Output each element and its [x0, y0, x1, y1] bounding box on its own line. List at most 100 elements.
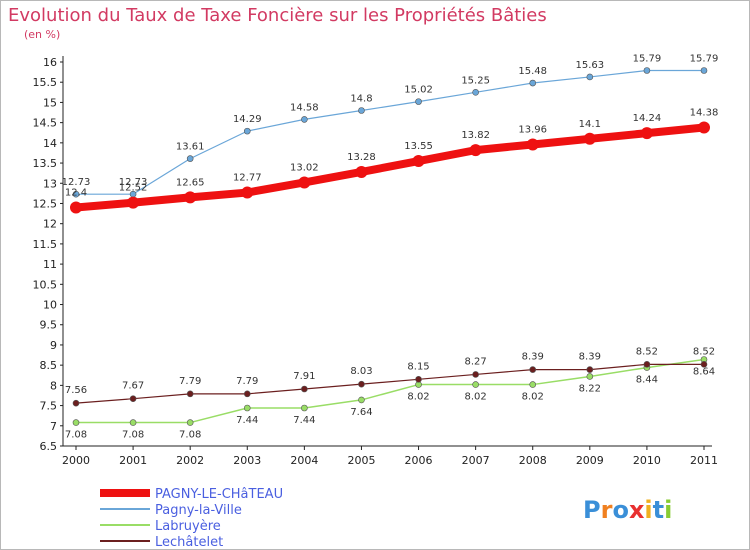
data-point	[586, 366, 594, 373]
data-label: 7.56	[65, 385, 87, 396]
data-label: 12.4	[65, 188, 87, 199]
data-point	[472, 381, 479, 388]
x-tick-label: 2011	[690, 454, 718, 467]
y-tick-label: 7.5	[40, 400, 58, 413]
data-label: 12.65	[176, 177, 205, 188]
series-line	[75, 358, 705, 424]
data-point	[583, 132, 596, 145]
data-label: 14.58	[290, 102, 319, 113]
x-tick-label: 2009	[576, 454, 604, 467]
data-point	[415, 98, 422, 105]
y-tick-label: 7	[50, 420, 57, 433]
legend-label: Lechâtelet	[155, 535, 223, 550]
legend-label: PAGNY-LE-CHâTEAU	[155, 487, 283, 502]
data-point	[586, 73, 594, 81]
data-label: 8.15	[407, 361, 429, 372]
data-label: 7.08	[122, 430, 144, 441]
data-point	[129, 395, 137, 403]
data-point	[127, 196, 140, 209]
x-tick-label: 2000	[62, 454, 90, 467]
y-tick-label: 8	[50, 379, 57, 392]
data-point	[358, 107, 365, 114]
y-tick-label: 16	[43, 56, 57, 69]
data-point	[469, 144, 482, 157]
data-point	[529, 366, 537, 373]
data-label: 14.38	[690, 107, 719, 118]
data-label: 15.25	[461, 75, 490, 86]
data-point	[586, 373, 594, 380]
data-point	[72, 399, 80, 407]
data-point	[529, 79, 537, 87]
data-point	[472, 89, 479, 96]
y-tick-label: 12	[43, 218, 57, 231]
data-label: 8.39	[579, 352, 601, 363]
y-tick-label: 14	[43, 137, 57, 150]
data-point	[186, 390, 194, 398]
data-label: 15.79	[633, 53, 662, 64]
x-tick-label: 2005	[347, 454, 375, 467]
data-point	[301, 404, 308, 412]
data-label: 7.08	[179, 430, 201, 441]
data-label: 14.8	[350, 94, 372, 105]
data-label: 7.08	[65, 430, 87, 441]
data-point	[241, 186, 254, 199]
legend-label: Labruyère	[155, 519, 221, 534]
data-label: 7.91	[293, 371, 315, 382]
y-tick-label: 9.5	[40, 319, 58, 332]
data-label: 12.73	[119, 177, 148, 188]
data-label: 8.44	[636, 375, 658, 386]
data-label: 7.44	[293, 415, 315, 426]
data-label: 8.22	[579, 383, 601, 394]
y-tick-label: 11.5	[33, 238, 58, 251]
data-label: 8.64	[693, 366, 715, 377]
data-point	[70, 201, 82, 214]
data-label: 12.52	[119, 183, 148, 194]
data-point	[698, 121, 710, 134]
data-point	[643, 361, 651, 368]
y-tick-label: 12.5	[33, 197, 58, 210]
data-label: 13.02	[290, 162, 319, 173]
data-point	[415, 376, 422, 383]
chart-title: Evolution du Taux de Taxe Foncière sur l…	[8, 5, 547, 26]
data-label: 8.52	[693, 346, 715, 357]
data-point	[355, 165, 368, 178]
y-tick-label: 14.5	[33, 117, 58, 130]
data-point	[640, 127, 653, 140]
data-label: 14.29	[233, 114, 262, 125]
data-point	[243, 390, 251, 398]
data-label: 15.02	[404, 85, 433, 96]
data-label: 7.44	[236, 415, 258, 426]
data-label: 15.79	[690, 53, 719, 64]
data-label: 12.73	[62, 177, 91, 188]
data-label: 13.82	[461, 130, 490, 141]
x-tick-label: 2002	[176, 454, 204, 467]
data-label: 13.28	[347, 152, 376, 163]
y-unit-label: (en %)	[24, 28, 61, 41]
series-line	[75, 69, 705, 195]
data-label: 15.63	[575, 60, 604, 71]
data-point	[529, 381, 537, 388]
legend-label: Pagny-la-Ville	[155, 503, 242, 518]
y-tick-label: 15.5	[33, 76, 58, 89]
y-tick-label: 6.5	[40, 440, 58, 453]
data-point	[700, 67, 708, 74]
y-tick-label: 8.5	[40, 359, 58, 372]
y-tick-label: 11	[43, 258, 57, 271]
data-point	[358, 380, 365, 388]
data-label: 7.79	[236, 376, 258, 387]
data-label: 13.55	[404, 141, 433, 152]
data-label: 13.61	[176, 142, 205, 153]
x-tick-label: 2004	[290, 454, 318, 467]
data-point	[298, 176, 311, 189]
x-tick-label: 2007	[462, 454, 490, 467]
data-label: 8.27	[465, 356, 487, 367]
data-label: 7.64	[350, 407, 372, 418]
data-point	[129, 419, 137, 426]
data-label: 14.24	[633, 113, 662, 124]
x-tick-label: 2006	[405, 454, 433, 467]
y-tick-label: 9	[50, 339, 57, 352]
proxiti-logo: Proxiti	[583, 496, 672, 524]
data-point	[72, 190, 80, 198]
